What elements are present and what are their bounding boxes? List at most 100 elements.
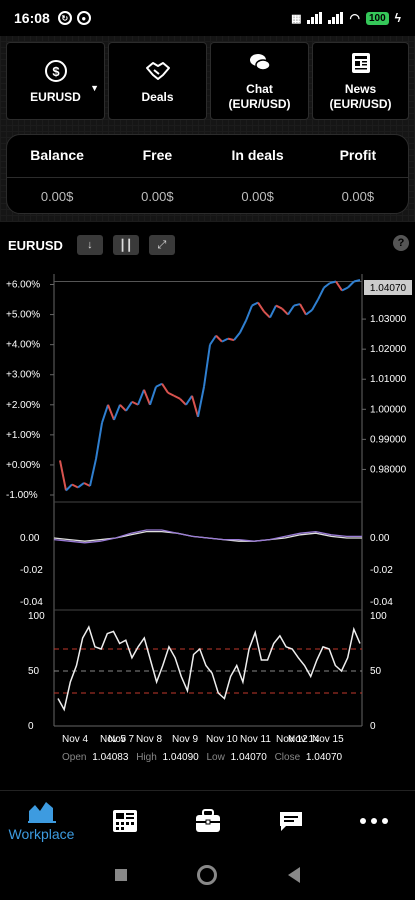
symbol-selector-button[interactable]: $ EURUSD ▼ — [6, 42, 105, 120]
price-left-tick: +1.00% — [6, 430, 40, 441]
price-segment — [269, 305, 277, 319]
price-segment — [323, 282, 331, 289]
balance-divider — [7, 177, 408, 178]
price-segment — [293, 303, 301, 307]
rsi-left-tick: 0 — [28, 721, 34, 732]
price-segment — [341, 286, 349, 292]
svg-text:$: $ — [52, 64, 60, 79]
recents-button[interactable] — [115, 869, 128, 881]
workplace-tab[interactable]: Workplace — [0, 791, 83, 850]
price-segment — [185, 395, 193, 406]
price-segment — [233, 331, 241, 341]
price-segment — [299, 303, 307, 316]
handshake-icon — [145, 58, 171, 84]
ohlc-readout: Open 1.04083 High 1.04090 Low 1.04070 Cl… — [62, 752, 343, 763]
back-button[interactable] — [287, 867, 300, 883]
price-segment — [257, 301, 265, 313]
price-segment — [329, 280, 337, 284]
price-segment — [119, 404, 127, 412]
close-value: 1.04070 — [306, 752, 343, 763]
price-segment — [287, 305, 295, 316]
candles-icon: ┃┃ — [119, 239, 133, 252]
price-segment — [143, 389, 151, 406]
osc-series-line — [53, 529, 362, 544]
price-chart[interactable]: +6.00% +5.00% +4.00% +3.00% +2.00% +1.00% +0.0… — [0, 260, 415, 790]
price-segment — [167, 391, 175, 397]
price-right-tick: 0.99000 — [370, 434, 407, 445]
rsi-right-tick: 100 — [370, 611, 387, 622]
price-segment — [347, 280, 355, 289]
current-price-tag: 1.04070 — [364, 280, 412, 295]
x-tick-label: Nov 10 — [206, 734, 238, 745]
top-navigation: $ EURUSD ▼ Deals Chat (EUR/USD) News (EU… — [0, 36, 415, 126]
home-button[interactable] — [197, 865, 218, 885]
high-label: High — [136, 752, 157, 763]
price-segment — [161, 383, 169, 394]
price-right-tick: 1.02000 — [370, 344, 407, 355]
price-segment — [203, 344, 211, 387]
price-segment — [305, 309, 313, 316]
price-segment — [89, 458, 97, 487]
price-segment — [221, 337, 229, 343]
markets-tab[interactable] — [83, 791, 166, 850]
battery-icon: 100 — [365, 11, 389, 25]
price-segment — [353, 279, 361, 283]
notification-icon: ● — [76, 11, 91, 25]
price-left-tick: +5.00% — [6, 310, 40, 321]
balance-panel: Balance Free In deals Profit 0.00$ 0.00$… — [6, 134, 409, 214]
news-button[interactable]: News (EUR/USD) — [312, 42, 409, 120]
rsi-right-tick: 0 — [370, 721, 376, 732]
sync-icon: ↻ — [57, 11, 72, 25]
chart-area-icon — [27, 802, 56, 823]
in-deals-value: 0.00$ — [241, 189, 274, 204]
price-segment — [317, 287, 325, 300]
workplace-label: Workplace — [8, 826, 75, 842]
price-right-tick: 1.00000 — [370, 404, 407, 415]
news-sublabel: (EUR/USD) — [329, 97, 392, 111]
portfolio-tab[interactable] — [166, 791, 249, 850]
price-segment — [83, 482, 91, 487]
rsi-panel: 100 100 50 50 0 0 — [28, 611, 387, 732]
current-price-label: 1.04070 — [370, 283, 407, 294]
price-segment — [107, 404, 115, 421]
in-deals-header: In deals — [231, 147, 284, 163]
price-segment — [77, 482, 85, 489]
price-left-tick: +3.00% — [6, 370, 40, 381]
calculator-icon — [112, 809, 137, 832]
status-bar: 16:08 ↻ ● ▦ ◠ 100 ϟ — [0, 0, 415, 36]
osc-series-line — [53, 530, 362, 542]
price-segment — [251, 301, 259, 307]
arrow-down-icon: ↓ — [87, 239, 93, 251]
close-label: Close — [275, 752, 301, 763]
chat-sublabel: (EUR/USD) — [228, 97, 291, 111]
free-value: 0.00$ — [141, 189, 174, 204]
more-tab[interactable] — [332, 791, 415, 850]
high-value: 1.04090 — [163, 752, 200, 763]
x-tick-label: Nov 5 — [100, 734, 127, 745]
dollar-circle-icon: $ — [43, 58, 69, 84]
osc-right-tick: 0.00 — [370, 533, 390, 544]
rsi-left-tick: 50 — [28, 666, 40, 677]
fullscreen-button[interactable]: ⤢ — [148, 235, 175, 255]
deals-button[interactable]: Deals — [108, 42, 207, 120]
open-value: 1.04083 — [92, 752, 129, 763]
help-button[interactable]: ? — [393, 235, 409, 251]
timeframe-button[interactable]: ↓ — [76, 235, 103, 255]
x-tick-label: Nov 7 — [108, 734, 135, 745]
chart-type-button[interactable]: ┃┃ — [112, 235, 139, 255]
oscillator-panel: 0.00 0.00 -0.02 -0.02 -0.04 -0.04 — [20, 529, 393, 608]
chart-symbol: EURUSD — [8, 237, 63, 253]
signal-icon-2 — [328, 12, 344, 24]
price-left-tick: +2.00% — [6, 400, 40, 411]
price-segment — [275, 304, 283, 310]
price-segment — [197, 386, 205, 418]
price-segment — [149, 386, 157, 406]
chat-tab[interactable] — [249, 791, 332, 850]
price-segment — [125, 401, 133, 412]
signal-icon — [307, 12, 323, 24]
price-segment — [65, 483, 73, 492]
chat-bubbles-icon — [247, 50, 273, 76]
price-left-tick: +0.00% — [6, 460, 40, 471]
chat-button[interactable]: Chat (EUR/USD) — [210, 42, 309, 120]
profit-header: Profit — [339, 147, 377, 163]
